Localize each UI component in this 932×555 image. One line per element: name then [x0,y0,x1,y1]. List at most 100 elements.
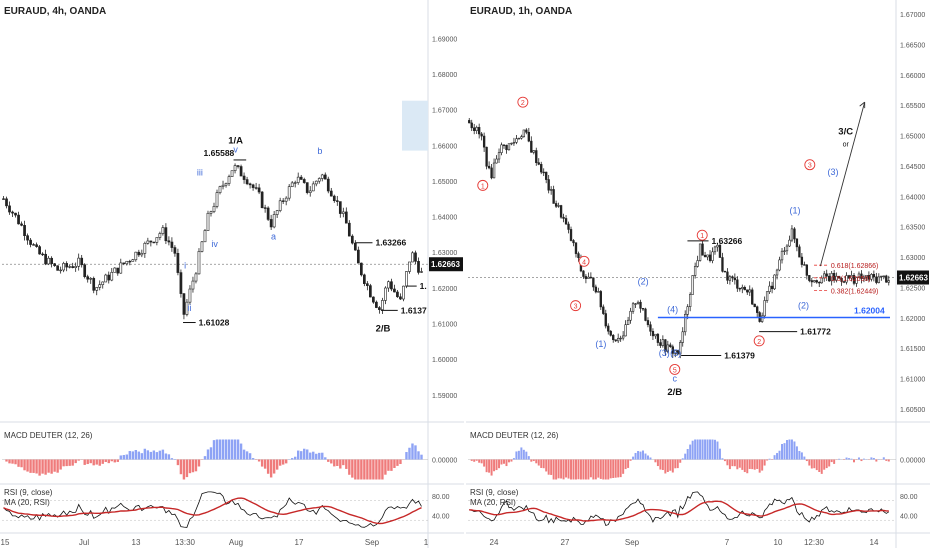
candle-body [676,350,679,355]
wave-label: (4) [667,304,678,314]
candle-body [671,346,674,354]
candle-body [161,227,165,234]
last-price-tag [429,257,463,272]
candle-body [233,165,237,171]
candle-body [646,320,650,326]
candle-body [356,249,360,264]
candle-body [269,219,273,228]
candle-body [775,269,779,276]
candle-body [798,246,801,258]
candle-body [875,276,878,283]
candle-body [708,254,712,261]
price-level-label: 1.62004 [854,306,885,316]
candle-body [887,280,890,283]
candle-body [170,241,174,248]
candle-body [353,242,357,251]
candle-body [527,131,530,142]
candle-body [272,214,276,228]
rsi-tick: 40.00 [432,513,450,520]
last-price-tag [897,270,929,285]
price-level-label: 1.61772 [800,327,831,337]
rsi-tick: 40.00 [900,513,918,520]
right-price-pane[interactable] [466,0,888,420]
y-tick-label: 1.61000 [900,377,925,384]
candle-body [140,253,144,256]
y-tick-label: 1.62000 [900,316,925,323]
y-tick-label: 1.65000 [900,134,925,141]
candle-body [840,277,843,282]
candle-body [125,260,129,265]
candle-body [281,200,285,202]
candle-body [832,273,836,281]
candle-body [604,313,607,327]
candle-body [885,275,888,283]
candle-body [617,338,620,342]
candle-body [260,191,264,208]
candle-body [721,257,724,272]
candle-body [572,240,575,244]
candle-body [396,291,399,298]
candle-body [537,162,540,165]
candle-body [823,273,826,279]
candle-body [619,337,622,340]
candle-body [602,306,605,314]
candle-body [497,152,501,160]
rsi-ma-line [469,500,889,522]
y-tick-label: 1.61000 [432,322,457,329]
wave-marker [669,363,681,375]
wave-marker [477,179,489,191]
y-tick-label: 1.63500 [900,225,925,232]
candle-body [182,293,186,315]
candle-body [59,269,62,272]
candle-body [414,252,417,262]
left-chart-title: EURAUD, 4h, OANDA [4,6,106,17]
candle-body [74,266,78,268]
candle-body [98,284,102,288]
candle-body [867,274,871,280]
candle-body [242,175,246,180]
candle-body [188,288,192,303]
candle-body [773,274,776,290]
wave-label: 3 [808,163,812,170]
wave-label: (2) [638,276,649,286]
candle-body [473,127,476,131]
candle-body [584,276,588,279]
candle-body [475,127,478,131]
candle-body [164,227,168,242]
candle-body [800,256,804,265]
candle-body [185,301,189,315]
y-tick-label: 1.62500 [900,285,925,292]
candle-body [296,176,300,183]
candle-body [487,165,491,169]
y-tick-label: 1.67000 [432,108,457,115]
wave-label: 1/A [228,135,243,146]
candle-body [651,330,655,337]
candle-body [785,245,789,252]
candle-body [569,229,573,241]
candle-body [137,251,141,256]
candle-body [134,251,138,261]
candle-body [275,210,279,215]
candle-body [95,287,99,291]
candle-body [387,281,390,289]
candle-body [880,275,883,278]
candle-body [405,271,408,287]
candle-body [492,162,496,179]
y-tick-label: 1.60500 [900,407,925,414]
candle-body [402,285,405,300]
wave-marker [570,300,582,312]
wave-label: (3) [659,348,670,358]
candle-body [254,187,258,189]
candle-body [582,270,585,277]
rsi-line [3,491,422,528]
candle-body [92,278,96,291]
macd-title: MACD DEUTER (12, 26) [4,431,93,440]
candle-body [609,330,612,336]
candle-body [375,301,378,308]
candle-body [564,218,568,225]
candle-body [17,214,20,225]
candle-body [716,244,719,248]
candle-body [366,283,369,286]
candle-body [107,274,111,281]
candle-body [338,201,342,214]
